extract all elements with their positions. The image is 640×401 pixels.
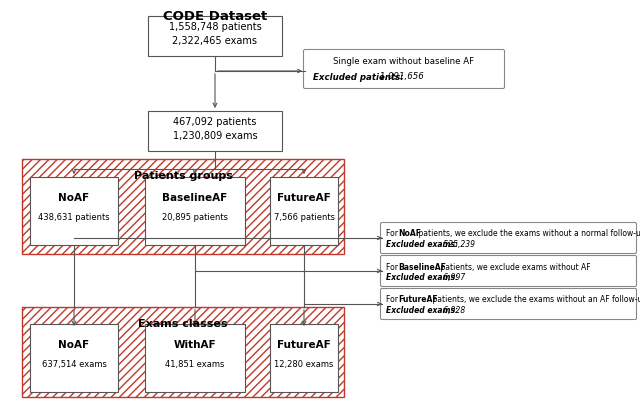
- Text: For: For: [386, 295, 401, 304]
- Text: 41,851 exams: 41,851 exams: [165, 360, 225, 369]
- Text: FutureAF: FutureAF: [277, 339, 331, 349]
- FancyBboxPatch shape: [381, 289, 637, 320]
- Text: FutureAF: FutureAF: [398, 295, 438, 304]
- Text: For: For: [386, 262, 401, 271]
- Text: Exams classes: Exams classes: [138, 318, 228, 328]
- Text: 637,514 exams: 637,514 exams: [42, 360, 106, 369]
- Text: patients, we exclude the exams without a normal follow-up exam: patients, we exclude the exams without a…: [416, 229, 640, 238]
- Text: 1,091,656: 1,091,656: [377, 72, 424, 81]
- FancyBboxPatch shape: [303, 51, 504, 89]
- Text: WithAF: WithAF: [173, 339, 216, 349]
- Text: 525,239: 525,239: [441, 240, 475, 249]
- Text: FutureAF: FutureAF: [277, 192, 331, 203]
- FancyBboxPatch shape: [30, 178, 118, 245]
- Text: 7,566 patients: 7,566 patients: [273, 213, 335, 222]
- FancyBboxPatch shape: [145, 324, 245, 392]
- Text: 6,997: 6,997: [441, 273, 465, 282]
- Text: BaselineAF: BaselineAF: [398, 262, 446, 271]
- FancyBboxPatch shape: [381, 223, 637, 254]
- Text: Excluded exams:: Excluded exams:: [386, 273, 458, 282]
- Text: Excluded exams:: Excluded exams:: [386, 306, 458, 315]
- FancyBboxPatch shape: [270, 324, 338, 392]
- FancyBboxPatch shape: [145, 178, 245, 245]
- Text: patients, we exclude the exams without an AF follow-up exam: patients, we exclude the exams without a…: [430, 295, 640, 304]
- Text: 438,631 patients: 438,631 patients: [38, 213, 110, 222]
- Text: 6,928: 6,928: [441, 306, 465, 315]
- Text: Excluded patients:: Excluded patients:: [313, 72, 404, 81]
- Text: 467,092 patients: 467,092 patients: [173, 117, 257, 127]
- Text: For: For: [386, 229, 401, 238]
- FancyBboxPatch shape: [148, 112, 282, 152]
- FancyBboxPatch shape: [148, 17, 282, 57]
- Text: patients, we exclude exams without AF: patients, we exclude exams without AF: [438, 262, 591, 271]
- Text: 20,895 patients: 20,895 patients: [162, 213, 228, 222]
- Text: CODE Dataset: CODE Dataset: [163, 10, 267, 23]
- Text: Single exam without baseline AF: Single exam without baseline AF: [333, 57, 475, 66]
- Text: NoAF: NoAF: [58, 339, 90, 349]
- Text: NoAF: NoAF: [398, 229, 421, 238]
- Text: 12,280 exams: 12,280 exams: [275, 360, 333, 369]
- Text: 1,230,809 exams: 1,230,809 exams: [173, 131, 257, 141]
- FancyBboxPatch shape: [381, 256, 637, 287]
- FancyBboxPatch shape: [270, 178, 338, 245]
- FancyBboxPatch shape: [22, 307, 344, 397]
- FancyBboxPatch shape: [22, 160, 344, 254]
- Text: 2,322,465 exams: 2,322,465 exams: [173, 36, 257, 46]
- FancyBboxPatch shape: [30, 324, 118, 392]
- Text: NoAF: NoAF: [58, 192, 90, 203]
- Text: BaselineAF: BaselineAF: [163, 192, 228, 203]
- Text: Excluded exams:: Excluded exams:: [386, 240, 458, 249]
- Text: 1,558,748 patients: 1,558,748 patients: [168, 22, 261, 32]
- Text: Patients groups: Patients groups: [134, 170, 232, 180]
